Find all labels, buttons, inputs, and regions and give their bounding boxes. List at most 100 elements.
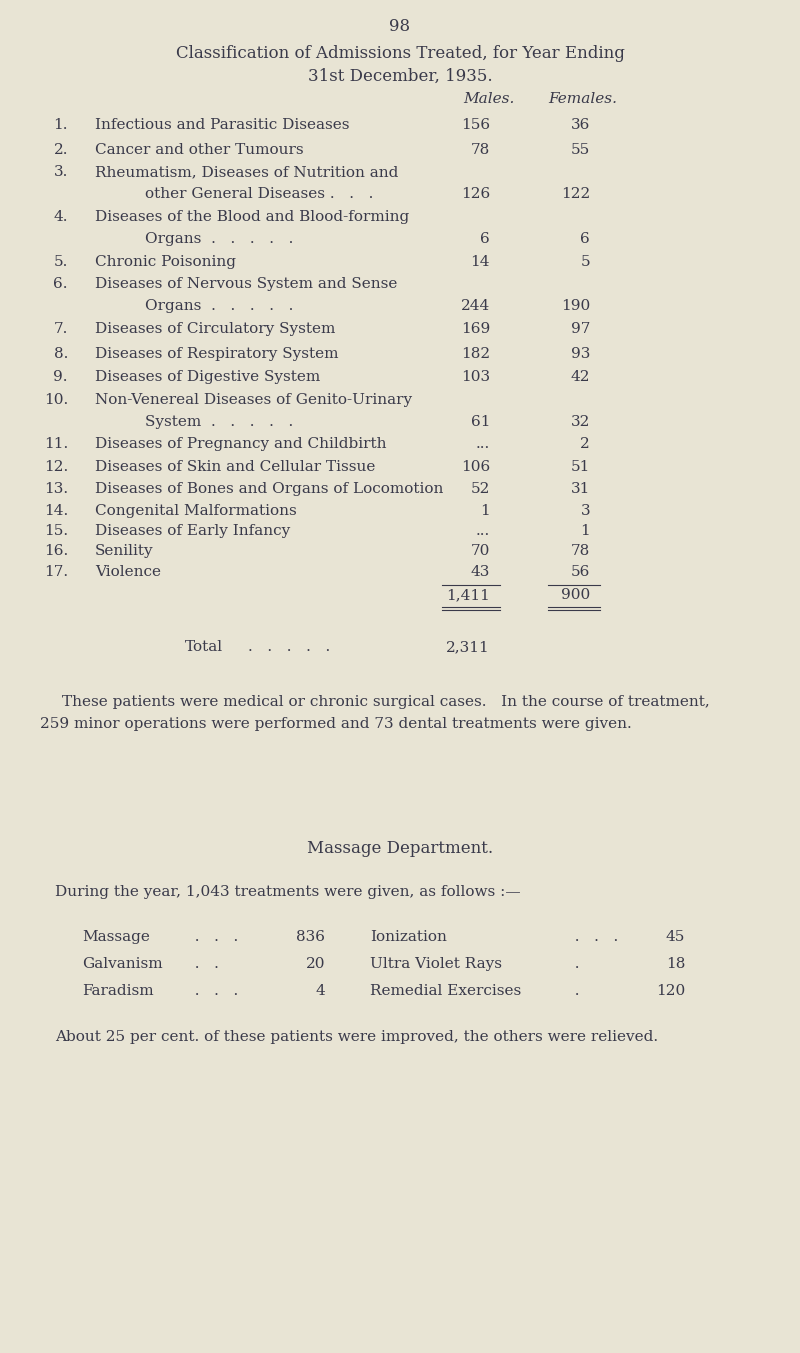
- Text: Infectious and Parasitic Diseases: Infectious and Parasitic Diseases: [95, 118, 350, 133]
- Text: 1: 1: [580, 524, 590, 538]
- Text: Diseases of Skin and Cellular Tissue: Diseases of Skin and Cellular Tissue: [95, 460, 375, 474]
- Text: 2,311: 2,311: [446, 640, 490, 653]
- Text: Classification of Admissions Treated, for Year Ending: Classification of Admissions Treated, fo…: [175, 45, 625, 62]
- Text: 56: 56: [570, 566, 590, 579]
- Text: 2.: 2.: [54, 143, 68, 157]
- Text: ...: ...: [476, 524, 490, 538]
- Text: 3.: 3.: [54, 165, 68, 179]
- Text: 36: 36: [570, 118, 590, 133]
- Text: other General Diseases .   .   .: other General Diseases . . .: [145, 187, 374, 202]
- Text: Diseases of the Blood and Blood-forming: Diseases of the Blood and Blood-forming: [95, 210, 410, 225]
- Text: 900: 900: [561, 589, 590, 602]
- Text: Chronic Poisoning: Chronic Poisoning: [95, 254, 236, 269]
- Text: .   .   .   .   .: . . . . .: [248, 640, 330, 653]
- Text: Ionization: Ionization: [370, 930, 447, 944]
- Text: System  .   .   .   .   .: System . . . . .: [145, 415, 294, 429]
- Text: 8.: 8.: [54, 346, 68, 361]
- Text: Congenital Malformations: Congenital Malformations: [95, 505, 297, 518]
- Text: Organs  .   .   .   .   .: Organs . . . . .: [145, 299, 294, 313]
- Text: 7.: 7.: [54, 322, 68, 336]
- Text: 43: 43: [470, 566, 490, 579]
- Text: 6: 6: [480, 231, 490, 246]
- Text: 31: 31: [570, 482, 590, 497]
- Text: 6: 6: [580, 231, 590, 246]
- Text: Diseases of Bones and Organs of Locomotion: Diseases of Bones and Organs of Locomoti…: [95, 482, 443, 497]
- Text: About 25 per cent. of these patients were improved, the others were relieved.: About 25 per cent. of these patients wer…: [55, 1030, 658, 1045]
- Text: 5.: 5.: [54, 254, 68, 269]
- Text: 42: 42: [570, 369, 590, 384]
- Text: 32: 32: [570, 415, 590, 429]
- Text: 78: 78: [570, 544, 590, 557]
- Text: 10.: 10.: [44, 392, 68, 407]
- Text: 51: 51: [570, 460, 590, 474]
- Text: 93: 93: [570, 346, 590, 361]
- Text: 97: 97: [570, 322, 590, 336]
- Text: 1,411: 1,411: [446, 589, 490, 602]
- Text: 190: 190: [561, 299, 590, 313]
- Text: .: .: [565, 984, 579, 999]
- Text: 1: 1: [480, 505, 490, 518]
- Text: 61: 61: [470, 415, 490, 429]
- Text: 182: 182: [461, 346, 490, 361]
- Text: 103: 103: [461, 369, 490, 384]
- Text: Males.: Males.: [463, 92, 514, 106]
- Text: Organs  .   .   .   .   .: Organs . . . . .: [145, 231, 294, 246]
- Text: 169: 169: [461, 322, 490, 336]
- Text: Diseases of Digestive System: Diseases of Digestive System: [95, 369, 320, 384]
- Text: .   .   .: . . .: [185, 930, 238, 944]
- Text: 2: 2: [580, 437, 590, 451]
- Text: 15.: 15.: [44, 524, 68, 538]
- Text: 126: 126: [461, 187, 490, 202]
- Text: 4: 4: [315, 984, 325, 999]
- Text: Diseases of Early Infancy: Diseases of Early Infancy: [95, 524, 290, 538]
- Text: Violence: Violence: [95, 566, 161, 579]
- Text: 12.: 12.: [44, 460, 68, 474]
- Text: These patients were medical or chronic surgical cases.   In the course of treatm: These patients were medical or chronic s…: [62, 695, 710, 709]
- Text: 122: 122: [561, 187, 590, 202]
- Text: Massage Department.: Massage Department.: [307, 840, 493, 856]
- Text: 18: 18: [666, 957, 685, 971]
- Text: Females.: Females.: [548, 92, 617, 106]
- Text: 244: 244: [461, 299, 490, 313]
- Text: 14: 14: [470, 254, 490, 269]
- Text: Galvanism: Galvanism: [82, 957, 162, 971]
- Text: 5: 5: [580, 254, 590, 269]
- Text: 98: 98: [390, 18, 410, 35]
- Text: 55: 55: [570, 143, 590, 157]
- Text: 16.: 16.: [44, 544, 68, 557]
- Text: 106: 106: [461, 460, 490, 474]
- Text: Diseases of Nervous System and Sense: Diseases of Nervous System and Sense: [95, 277, 398, 291]
- Text: 156: 156: [461, 118, 490, 133]
- Text: Non-Venereal Diseases of Genito-Urinary: Non-Venereal Diseases of Genito-Urinary: [95, 392, 412, 407]
- Text: 6.: 6.: [54, 277, 68, 291]
- Text: .   .   .: . . .: [565, 930, 618, 944]
- Text: 45: 45: [666, 930, 685, 944]
- Text: 259 minor operations were performed and 73 dental treatments were given.: 259 minor operations were performed and …: [40, 717, 632, 731]
- Text: 14.: 14.: [44, 505, 68, 518]
- Text: 17.: 17.: [44, 566, 68, 579]
- Text: 1.: 1.: [54, 118, 68, 133]
- Text: 52: 52: [470, 482, 490, 497]
- Text: 4.: 4.: [54, 210, 68, 225]
- Text: ...: ...: [476, 437, 490, 451]
- Text: 836: 836: [296, 930, 325, 944]
- Text: .   .: . .: [185, 957, 219, 971]
- Text: Diseases of Pregnancy and Childbirth: Diseases of Pregnancy and Childbirth: [95, 437, 386, 451]
- Text: 20: 20: [306, 957, 325, 971]
- Text: Total: Total: [185, 640, 223, 653]
- Text: Ultra Violet Rays: Ultra Violet Rays: [370, 957, 502, 971]
- Text: Senility: Senility: [95, 544, 154, 557]
- Text: 78: 78: [470, 143, 490, 157]
- Text: Rheumatism, Diseases of Nutrition and: Rheumatism, Diseases of Nutrition and: [95, 165, 398, 179]
- Text: Diseases of Respiratory System: Diseases of Respiratory System: [95, 346, 338, 361]
- Text: 3: 3: [580, 505, 590, 518]
- Text: Remedial Exercises: Remedial Exercises: [370, 984, 522, 999]
- Text: 70: 70: [470, 544, 490, 557]
- Text: Diseases of Circulatory System: Diseases of Circulatory System: [95, 322, 335, 336]
- Text: 9.: 9.: [54, 369, 68, 384]
- Text: .   .   .: . . .: [185, 984, 238, 999]
- Text: 13.: 13.: [44, 482, 68, 497]
- Text: Faradism: Faradism: [82, 984, 154, 999]
- Text: 11.: 11.: [44, 437, 68, 451]
- Text: Massage: Massage: [82, 930, 150, 944]
